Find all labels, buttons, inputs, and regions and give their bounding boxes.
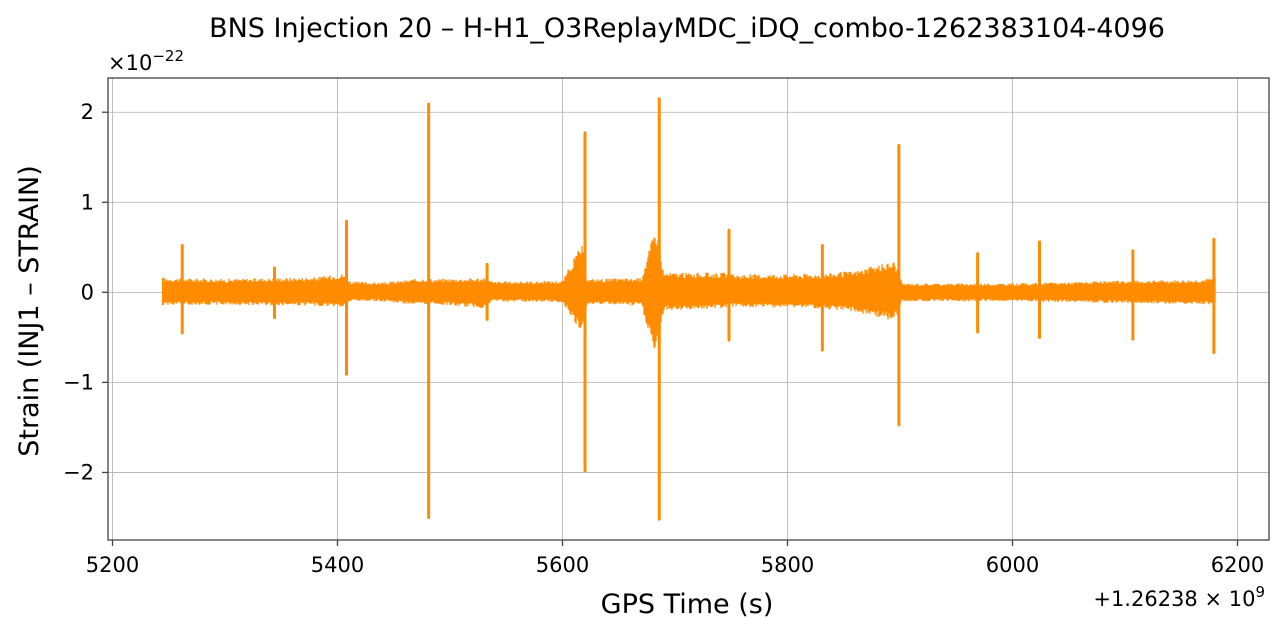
x-offset-exponent: 9: [1255, 583, 1265, 601]
x-tick-label: 6000: [986, 553, 1039, 577]
data-series: [162, 97, 1216, 521]
chart-title: BNS Injection 20 – H-H1_O3ReplayMDC_iDQ_…: [209, 13, 1165, 44]
strain-noise-band: [162, 237, 1216, 349]
grid-lines: [108, 78, 1269, 540]
x-offset-label: +1.26238 × 109: [1093, 583, 1265, 611]
plot-area-frame: [107, 77, 1270, 541]
y-scale-exponent: −22: [152, 47, 184, 65]
x-tick-label: 5400: [311, 553, 364, 577]
x-tick-label: 6200: [1211, 553, 1264, 577]
y-axis-label: Strain (INJ1 – STRAIN): [14, 165, 45, 457]
y-scale-label: ×10−22: [108, 47, 184, 75]
y-tick-label: 2: [81, 100, 94, 124]
y-tick-label: −1: [63, 370, 94, 394]
y-tick-label: 0: [81, 280, 94, 304]
svg-text:+1.26238 × 109: +1.26238 × 109: [1093, 583, 1265, 611]
y-axis-ticks: −2 −1 0 1 2: [63, 100, 108, 484]
svg-text:×10−22: ×10−22: [108, 47, 184, 75]
y-tick-label: 1: [81, 190, 94, 214]
x-axis-ticks: 5200 5400 5600 5800 6000 6200: [86, 540, 1264, 577]
x-offset-prefix: +1.26238 × 10: [1093, 587, 1255, 611]
y-tick-label: −2: [63, 460, 94, 484]
y-scale-prefix: ×10: [108, 51, 152, 75]
x-tick-label: 5600: [536, 553, 589, 577]
x-tick-label: 5800: [761, 553, 814, 577]
x-axis-label: GPS Time (s): [601, 589, 774, 620]
x-tick-label: 5200: [86, 553, 139, 577]
